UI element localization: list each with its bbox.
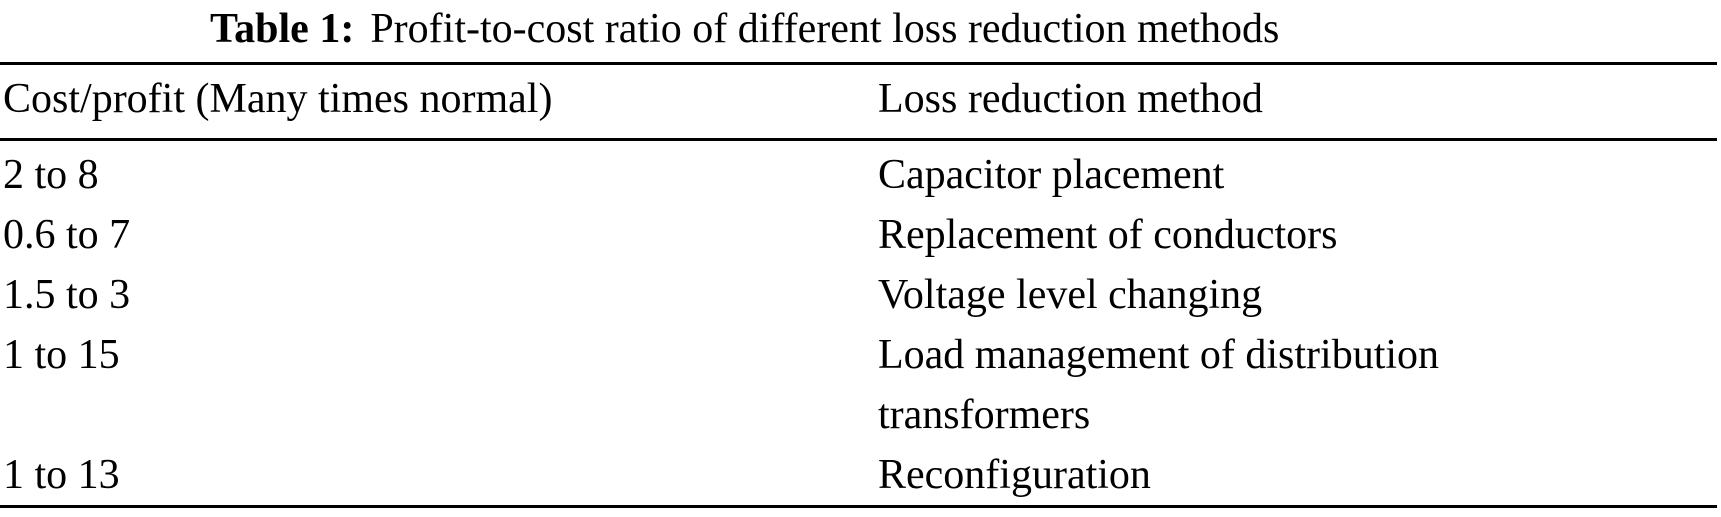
method-cell: Capacitor placement: [878, 152, 1225, 198]
caption-label: Table 1:: [210, 6, 355, 52]
ratio-cell: 1 to 15: [3, 332, 120, 378]
table-row: 1 to 15 Load management of distribution …: [0, 325, 1717, 445]
table-row: 1 to 13 Reconfiguration: [0, 445, 1717, 507]
ratio-cell: 1 to 13: [3, 452, 120, 498]
caption-text: Profit-to-cost ratio of different loss r…: [370, 6, 1280, 52]
ratio-cell: 1.5 to 3: [3, 272, 131, 318]
table-row: 1.5 to 3 Voltage level changing: [0, 265, 1717, 325]
method-cell: Replacement of conductors: [878, 212, 1338, 258]
col-header-method: Loss reduction method: [878, 63, 1717, 141]
table-row: 2 to 8 Capacitor placement: [0, 140, 1717, 206]
header-row: Cost/profit (Many times normal) Loss red…: [0, 63, 1717, 141]
col-header-cost-profit: Cost/profit (Many times normal): [0, 63, 878, 141]
table-row: 0.6 to 7 Replacement of conductors: [0, 205, 1717, 265]
ratio-cell: 2 to 8: [3, 152, 99, 198]
table-caption: Table 1: Profit-to-cost ratio of differen…: [210, 0, 1721, 57]
method-cell: Voltage level changing: [878, 272, 1263, 318]
method-cell: Reconfiguration: [878, 452, 1151, 498]
method-cell: Load management of distribution transfor…: [878, 332, 1440, 438]
loss-reduction-table: Cost/profit (Many times normal) Loss red…: [0, 62, 1717, 508]
ratio-cell: 0.6 to 7: [3, 212, 131, 258]
